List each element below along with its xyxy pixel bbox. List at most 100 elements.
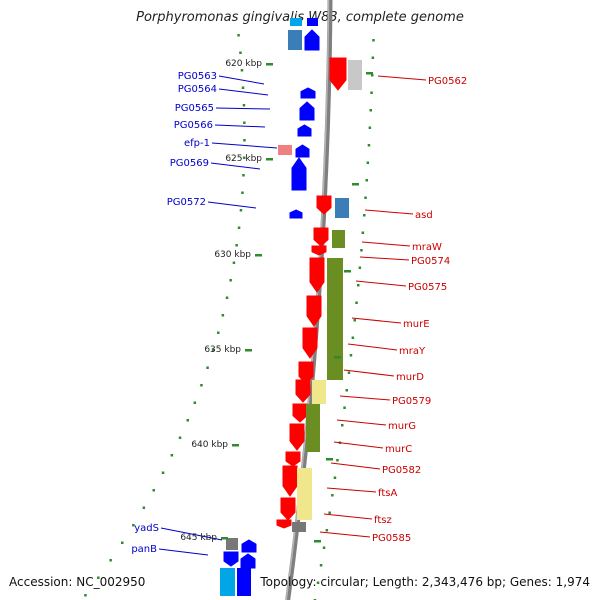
gene-arrow-up	[295, 144, 310, 158]
gene-label-pg0579: PG0579	[392, 396, 431, 407]
coordinate-label: 630 kbp	[214, 250, 251, 260]
gene-label-pg0566: PG0566	[174, 120, 213, 131]
leader-line	[207, 201, 257, 209]
ruler-dot	[232, 261, 236, 264]
major-tick	[266, 158, 273, 161]
ruler-dot	[186, 419, 189, 422]
leader-line	[351, 317, 402, 324]
ruler-dot	[351, 336, 355, 339]
ruler-dot	[142, 506, 146, 509]
gene-arrow-up	[289, 209, 303, 219]
ruler-dot	[206, 366, 209, 369]
leader-line	[361, 241, 411, 247]
coordinate-label: 625 kbp	[225, 154, 262, 164]
gene-arrow-up	[300, 87, 316, 99]
gene-arrow-up	[240, 553, 256, 569]
ruler-dot	[241, 86, 245, 89]
leader-line	[339, 395, 391, 401]
gene-label-pg0569: PG0569	[170, 158, 209, 169]
ruler-dot	[357, 284, 360, 287]
major-tick	[366, 72, 373, 75]
gene-label-pg0565: PG0565	[175, 103, 214, 114]
leader-line	[214, 124, 266, 128]
gene-label-murc: murC	[385, 444, 412, 455]
gene-label-mray: mraY	[399, 346, 426, 357]
ruler-dot	[217, 331, 220, 334]
leader-line	[323, 513, 373, 520]
ruler-dot	[325, 529, 329, 532]
major-tick	[344, 270, 351, 273]
ruler-dot	[225, 296, 229, 299]
gene-box	[220, 568, 235, 596]
gene-box	[278, 145, 292, 155]
gene-labels: PG0563 PG0564 PG0565 PG0566 efp-1 PG0569 PG057…	[131, 71, 467, 556]
gene-box	[312, 380, 326, 404]
ruler-dot	[243, 121, 246, 124]
ruler-dot	[345, 389, 348, 392]
gene-box	[226, 538, 238, 550]
ruler-dot	[121, 541, 124, 544]
ruler-dot	[240, 69, 244, 72]
gene-arrow-down	[329, 57, 347, 91]
leader-line	[158, 548, 209, 556]
gene-arrow-down	[223, 551, 239, 567]
leader-line	[218, 88, 269, 96]
leader-line	[333, 441, 384, 449]
gene-label-pg0574: PG0574	[411, 256, 450, 267]
ruler-dot	[363, 214, 366, 217]
ruler-dot	[361, 231, 365, 234]
gene-label-pg0562: PG0562	[428, 76, 467, 87]
leader-line	[326, 487, 377, 493]
gene-arrow-down	[311, 245, 327, 256]
gene-box	[306, 404, 320, 452]
gene-features	[220, 0, 362, 600]
ruler-dot	[336, 459, 339, 462]
ruler-dot	[237, 34, 240, 37]
ruler-dot	[370, 91, 373, 94]
leader-line	[359, 256, 410, 261]
major-tick	[352, 183, 359, 186]
ruler-dot	[367, 144, 371, 147]
ruler-dot	[200, 384, 203, 387]
ruler-dot	[319, 564, 323, 567]
gene-arrow-up	[304, 29, 320, 51]
gene-arrow-down	[309, 257, 325, 293]
ruler-dot	[170, 454, 174, 457]
ruler-dot	[360, 249, 363, 252]
gene-box	[297, 468, 312, 520]
gene-arrow-down	[306, 295, 322, 327]
ruler-dot	[365, 179, 368, 182]
coordinate-ruler: 620 kbp 625 kbp 630 kbp 635 kbp 640 kbp 645 k…	[180, 59, 373, 543]
major-tick	[266, 63, 273, 66]
leader-line	[319, 531, 371, 538]
ruler-dot	[161, 471, 165, 474]
gene-arrow-up	[291, 157, 307, 191]
leader-line	[355, 280, 407, 287]
ruler-dot	[343, 406, 346, 409]
ruler-dot	[235, 244, 238, 247]
major-tick	[245, 349, 252, 352]
ruler-dot	[369, 109, 372, 112]
major-tick	[232, 444, 239, 447]
gene-arrow-down	[316, 195, 332, 215]
gene-arrow-up	[299, 101, 315, 121]
leader-line	[160, 527, 223, 541]
ruler-dot	[322, 546, 326, 549]
leader-line	[377, 75, 427, 81]
ruler-dot	[371, 74, 374, 77]
coordinate-label: 645 kbp	[180, 533, 217, 543]
gene-arrow-down	[313, 227, 329, 247]
ruler-dot	[242, 174, 245, 177]
gene-label-yads: yadS	[134, 523, 159, 534]
ruler-dot	[97, 576, 100, 579]
ruler-dot	[132, 524, 135, 527]
ruler-dot	[372, 39, 375, 42]
ruler-dot	[221, 314, 225, 317]
coordinate-label: 635 kbp	[204, 345, 241, 355]
ruler-dot	[241, 191, 244, 194]
leader-line	[218, 75, 265, 85]
gene-box	[348, 60, 362, 90]
gene-label-mraw: mraW	[412, 242, 442, 253]
gene-label-ftsa: ftsA	[378, 488, 397, 499]
